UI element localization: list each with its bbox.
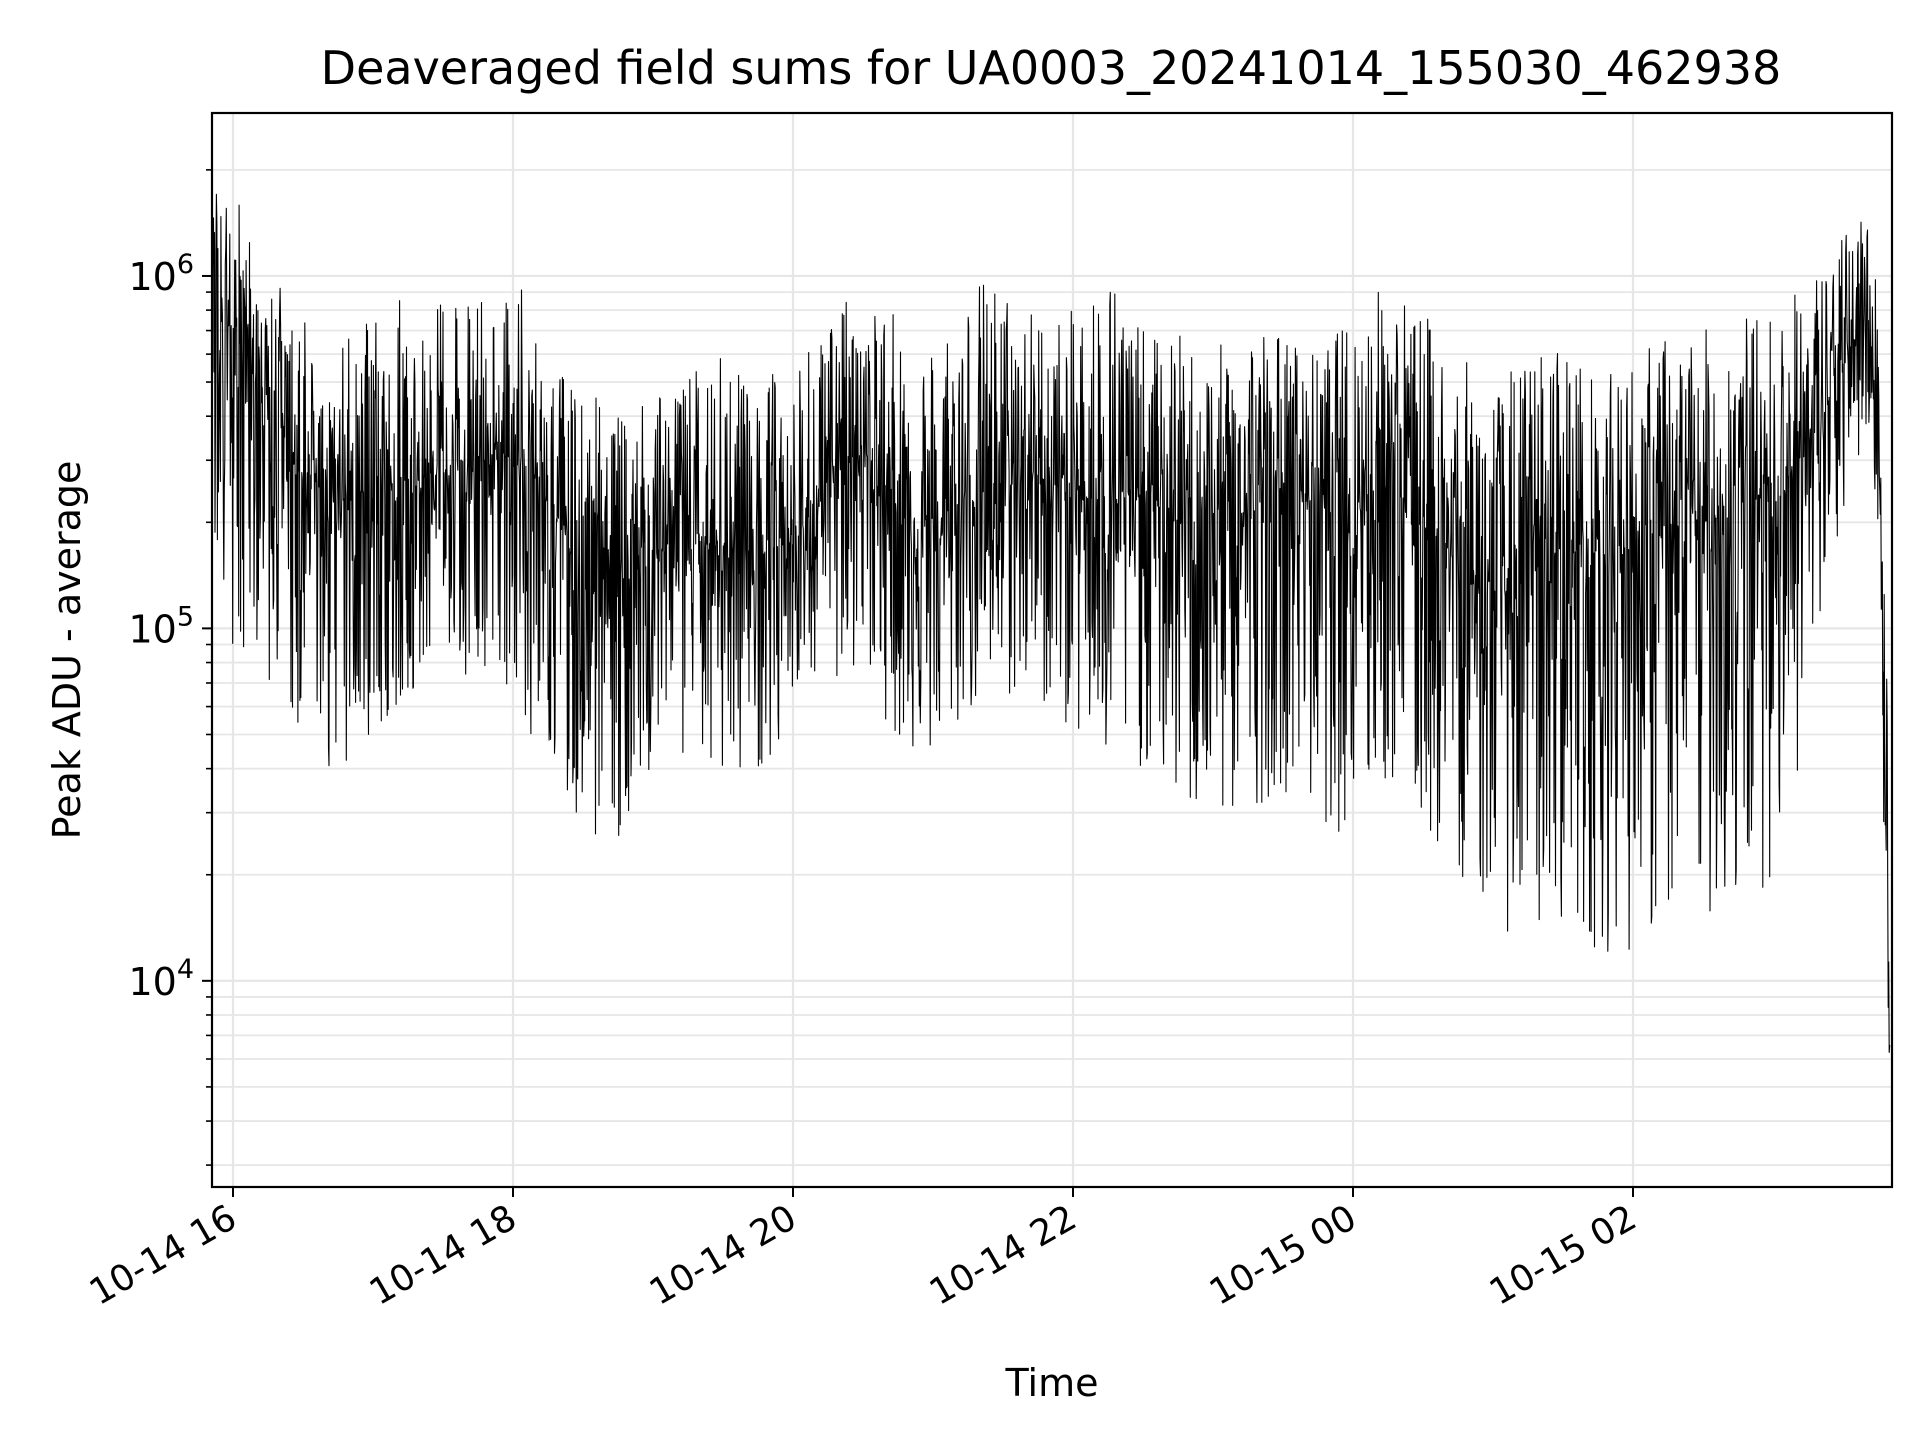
y-tick-label: 105 (128, 601, 194, 651)
plot-area (211, 193, 1891, 1053)
axes-frame (210, 111, 1894, 1189)
series-line (211, 193, 1891, 1053)
y-tick-label: 104 (128, 954, 194, 1004)
y-axis-label: Peak ADU - average (45, 461, 89, 840)
y-axis: 104 105 106 (128, 169, 212, 1166)
chart-title: Deaveraged field sums for UA0003_2024101… (321, 41, 1782, 95)
y-tick-label: 106 (128, 249, 194, 299)
x-axis-label: Time (1005, 1361, 1099, 1405)
